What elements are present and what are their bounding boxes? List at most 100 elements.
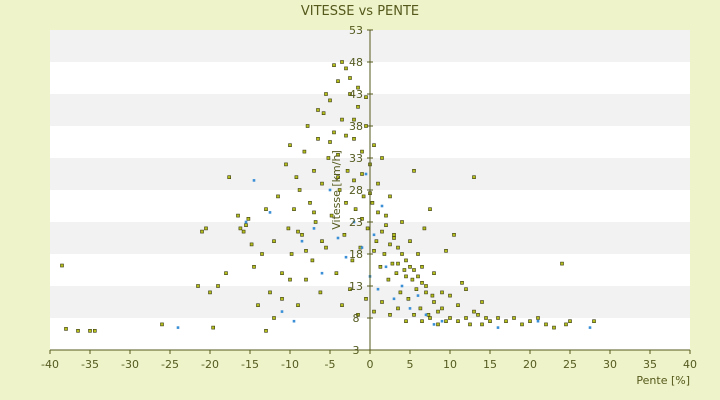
data-point <box>344 66 348 71</box>
data-point <box>552 325 556 330</box>
data-point <box>316 108 320 112</box>
data-point-secondary <box>252 179 256 182</box>
data-point <box>294 175 299 179</box>
data-point <box>350 258 355 263</box>
data-point <box>328 140 332 144</box>
y-tick-label: 53 <box>349 24 363 37</box>
data-point <box>568 319 572 324</box>
data-point <box>412 268 416 272</box>
data-point <box>480 322 484 327</box>
data-point <box>472 175 476 179</box>
data-point-secondary <box>400 284 404 288</box>
data-point <box>448 293 452 298</box>
data-point-secondary <box>536 319 540 323</box>
data-point <box>460 280 464 285</box>
data-point <box>560 261 564 266</box>
data-point <box>320 181 324 186</box>
x-tick-label: -10 <box>281 358 299 371</box>
data-point <box>402 268 407 272</box>
data-point <box>318 290 323 295</box>
data-point-secondary <box>360 246 364 249</box>
data-point <box>520 322 524 327</box>
data-point <box>312 169 316 173</box>
x-tick-label: 40 <box>683 358 697 371</box>
data-point <box>356 312 360 317</box>
data-point <box>244 223 248 227</box>
data-point <box>296 229 300 234</box>
data-point <box>352 137 356 141</box>
data-point <box>313 220 318 224</box>
data-point <box>326 156 331 160</box>
data-point <box>310 258 315 263</box>
x-tick-label: 35 <box>643 358 657 371</box>
data-point <box>316 137 320 141</box>
data-point <box>196 284 200 288</box>
data-point <box>418 306 423 311</box>
data-point-secondary <box>376 287 380 291</box>
data-point <box>352 117 356 122</box>
data-point-secondary <box>176 326 180 329</box>
data-point <box>428 207 432 211</box>
data-point <box>356 105 360 109</box>
data-point <box>268 290 272 295</box>
data-point <box>280 271 284 276</box>
x-tick-label: 5 <box>407 358 414 371</box>
data-point <box>412 312 416 317</box>
chart-title: VITESSE vs PENTE <box>301 4 419 19</box>
y-tick-label: 33 <box>349 152 363 165</box>
y-tick-label: 8 <box>353 312 360 325</box>
data-point <box>356 85 360 90</box>
data-point <box>536 316 540 320</box>
data-point-secondary <box>416 294 420 297</box>
data-point-secondary <box>364 172 368 176</box>
data-point <box>426 312 431 317</box>
data-point <box>364 296 368 301</box>
data-point <box>364 95 368 99</box>
x-tick-label: -25 <box>161 358 179 371</box>
data-point <box>238 226 243 231</box>
data-point <box>396 261 400 266</box>
data-point-secondary <box>300 239 304 243</box>
data-point <box>241 229 246 234</box>
data-point <box>360 172 364 176</box>
data-point <box>352 178 356 183</box>
data-point <box>464 287 468 292</box>
data-point <box>337 188 342 192</box>
data-point <box>328 98 332 103</box>
data-point-secondary <box>496 326 500 329</box>
data-point <box>396 245 400 250</box>
data-point <box>321 111 326 115</box>
data-point <box>528 319 532 324</box>
y-tick-label: 18 <box>349 248 363 261</box>
data-point <box>227 175 231 179</box>
data-point <box>76 328 80 333</box>
data-point <box>432 300 436 304</box>
x-tick-label: 10 <box>443 358 457 371</box>
data-point <box>256 303 260 308</box>
data-point <box>430 293 435 298</box>
data-point-secondary <box>292 319 296 323</box>
data-point-secondary <box>280 310 284 313</box>
data-point <box>406 296 411 301</box>
y-axis-label: Vitesse [km/h] <box>330 150 343 230</box>
data-point-secondary <box>384 265 388 269</box>
data-point <box>340 60 344 64</box>
data-point <box>410 277 415 282</box>
data-point <box>408 239 412 243</box>
data-point <box>344 201 348 205</box>
x-tick-label: -35 <box>81 358 99 371</box>
data-point <box>336 175 340 179</box>
data-point <box>302 149 307 154</box>
data-point <box>512 316 516 320</box>
data-point <box>249 242 254 247</box>
data-point-secondary <box>372 233 376 237</box>
data-point <box>488 319 492 324</box>
y-tick-label: 28 <box>349 184 363 197</box>
data-point <box>286 226 291 231</box>
data-point <box>160 322 164 327</box>
data-point <box>416 252 420 256</box>
data-point <box>380 156 384 160</box>
data-point <box>297 188 302 192</box>
y-tick-label: 48 <box>349 56 363 69</box>
data-point <box>428 316 432 320</box>
